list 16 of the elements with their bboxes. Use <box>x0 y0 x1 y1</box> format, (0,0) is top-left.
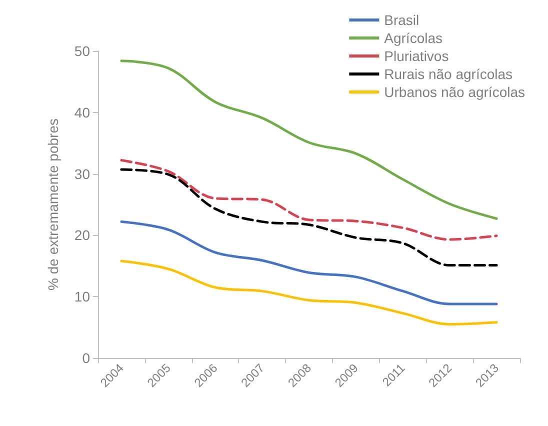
legend-label: Brasil <box>384 12 420 28</box>
line-series <box>120 168 498 267</box>
y-tick-label: 40 <box>74 104 90 120</box>
line-series <box>120 260 498 326</box>
legend-label: Urbanos não agrícolas <box>384 84 526 100</box>
y-tick-label: 10 <box>74 288 90 305</box>
legend-label: Agrícolas <box>384 30 442 46</box>
line-series <box>120 220 498 306</box>
y-tick-label: 20 <box>74 227 90 244</box>
y-tick-label: 50 <box>74 43 90 59</box>
y-tick-label: 30 <box>74 166 90 182</box>
legend-label: Pluriativos <box>384 48 449 64</box>
line-series <box>120 159 498 241</box>
legend-label: Rurais não agrícolas <box>384 66 513 82</box>
y-tick-label: 0 <box>82 350 90 366</box>
y-axis-title: % de extremamente pobres <box>45 118 61 290</box>
